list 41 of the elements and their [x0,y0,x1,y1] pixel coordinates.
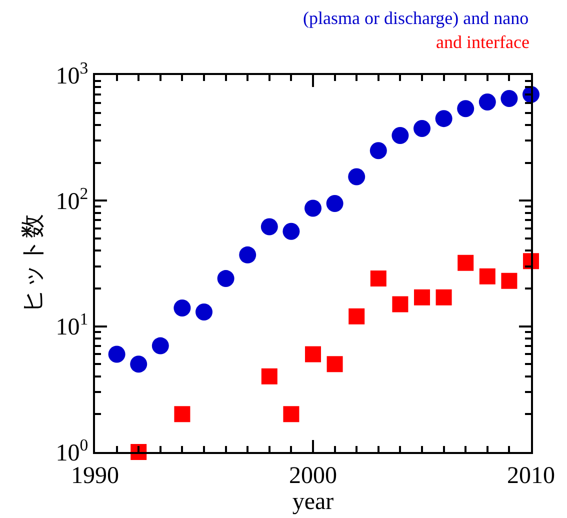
point [500,90,518,107]
y-tick-label: 10$^{3}$ [56,58,88,90]
point [348,308,365,324]
point [283,406,300,422]
y-axis-title: ヒット数 [18,214,46,313]
point [479,268,496,284]
point [348,168,366,186]
point [370,142,387,160]
x-tick-label: 2010 [507,462,555,489]
point [501,272,518,289]
point [326,194,344,212]
point [370,270,386,287]
y-tick-label: 10$^{2}$ [56,184,88,216]
point [458,254,474,271]
point [260,218,278,236]
point [457,100,474,118]
point [436,289,452,306]
point [305,346,321,362]
point [435,110,452,128]
x-tick-label: 2000 [289,462,337,489]
point [392,127,409,144]
point [174,406,190,422]
point [239,246,256,264]
point [392,296,408,312]
point [282,222,300,240]
point [304,200,322,217]
point [414,120,430,138]
point [217,270,234,288]
point [174,299,191,316]
y-tick-label: 10$^{1}$ [56,310,88,341]
text: and interface [436,32,530,52]
point [414,289,430,306]
x-axis-title: year [292,488,334,515]
point [196,304,212,320]
point [261,368,278,384]
point [478,93,496,110]
point [152,337,169,354]
point [130,356,148,373]
text: (plasma or discharge) and nano [303,8,529,28]
point [108,346,126,363]
point [326,356,343,372]
